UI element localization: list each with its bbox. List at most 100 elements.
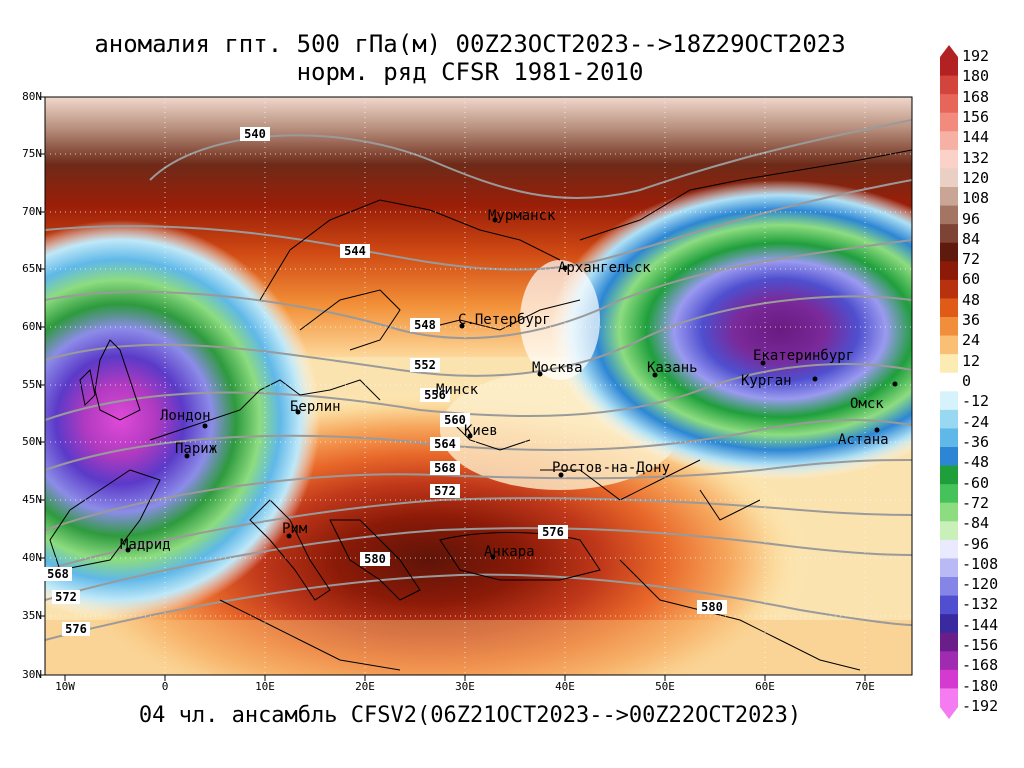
colorbar-tick-label: 12 xyxy=(962,351,981,370)
lon-label: 20E xyxy=(355,680,375,693)
colorbar-swatch xyxy=(940,112,958,132)
contour-label: 568 xyxy=(44,567,72,581)
map-title-line2: норм. ряд CFSR 1981-2010 xyxy=(296,58,644,86)
lon-label: 10E xyxy=(255,680,275,693)
colorbar-tick-label: -84 xyxy=(962,514,990,533)
svg-text:548: 548 xyxy=(414,318,436,332)
contour-label: 556 xyxy=(420,388,450,402)
colorbar-min-arrow xyxy=(940,707,958,719)
svg-text:580: 580 xyxy=(364,552,386,566)
contour-label: 580 xyxy=(697,600,727,614)
colorbar-tick-label: 192 xyxy=(962,47,990,65)
contour-label: 544 xyxy=(340,244,370,258)
lat-label: 30N xyxy=(22,668,42,681)
city-label: Париж xyxy=(175,441,218,457)
colorbar-swatch xyxy=(940,279,958,299)
contour-label: 576 xyxy=(62,622,90,636)
svg-text:540: 540 xyxy=(244,127,266,141)
colorbar-tick-label: 24 xyxy=(962,331,981,350)
city-label: Архангельск xyxy=(558,260,651,276)
svg-text:572: 572 xyxy=(55,590,77,604)
colorbar-tick-label: -12 xyxy=(962,392,990,411)
city-markers xyxy=(125,217,898,560)
lat-label: 60N xyxy=(22,320,42,333)
contour-label: 560 xyxy=(440,413,470,427)
colorbar-swatch xyxy=(940,614,958,634)
colorbar-tick-label: -156 xyxy=(962,636,999,655)
colorbar-tick-label: -120 xyxy=(962,575,999,594)
colorbar-swatch xyxy=(940,688,958,708)
contour-label: 572 xyxy=(52,590,80,604)
colorbar-tick-label: -168 xyxy=(962,656,999,675)
city-label: Берлин xyxy=(290,399,341,415)
contour-label: 540 xyxy=(240,127,270,141)
contour-label: 548 xyxy=(410,318,440,332)
colorbar-tick-label: 96 xyxy=(962,209,981,228)
city-label: С.Петербург xyxy=(458,312,551,328)
colorbar-swatch xyxy=(940,94,958,114)
lat-label: 75N xyxy=(22,147,42,160)
contour-label: 572 xyxy=(430,484,460,498)
colorbar-swatch xyxy=(940,242,958,262)
colorbar-tick-label: 156 xyxy=(962,107,990,126)
colorbar-swatch xyxy=(940,558,958,578)
colorbar-swatch xyxy=(940,484,958,504)
svg-text:568: 568 xyxy=(47,567,69,581)
city-label: Анкара xyxy=(484,544,535,560)
contour-label: 576 xyxy=(538,525,568,539)
colorbar-swatch xyxy=(940,205,958,225)
svg-text:568: 568 xyxy=(434,461,456,475)
colorbar-swatch xyxy=(940,317,958,337)
colorbar-swatch xyxy=(940,354,958,374)
colorbar-tick-label: 0 xyxy=(962,372,972,390)
svg-text:556: 556 xyxy=(424,388,446,402)
city-label: Екатеринбург xyxy=(753,348,854,364)
city-label: Мурманск xyxy=(488,208,556,224)
colorbar-swatch xyxy=(940,224,958,244)
colorbar-tick-label: 48 xyxy=(962,290,981,309)
svg-text:560: 560 xyxy=(444,413,466,427)
colorbar-tick-label: -48 xyxy=(962,453,990,472)
contour-label: 568 xyxy=(430,461,460,475)
svg-text:576: 576 xyxy=(65,622,87,636)
colorbar-tick-label: -72 xyxy=(962,493,990,512)
lat-label: 45N xyxy=(22,493,42,506)
city-label: Омск xyxy=(850,396,884,412)
colorbar-swatch xyxy=(940,149,958,169)
colorbar-swatch xyxy=(940,521,958,541)
city-label: Лондон xyxy=(160,408,211,424)
lat-label: 50N xyxy=(22,435,42,448)
city-label: Казань xyxy=(647,360,698,376)
map-title-line1: аномалия гпт. 500 гПа(м) 00Z23OCT2023-->… xyxy=(94,30,846,58)
svg-text:544: 544 xyxy=(344,244,366,258)
lat-label: 55N xyxy=(22,378,42,391)
city-label: Мадрид xyxy=(120,537,171,553)
colorbar-tick-label: 36 xyxy=(962,311,981,330)
contour-label: 580 xyxy=(360,552,390,566)
colorbar-tick-label: -60 xyxy=(962,473,990,492)
colorbar-swatch xyxy=(940,75,958,95)
colorbar-tick-label: 108 xyxy=(962,189,990,208)
colorbar-tick-label: -132 xyxy=(962,595,999,614)
lon-label: 70E xyxy=(855,680,875,693)
colorbar-tick-label: 180 xyxy=(962,67,990,86)
contour-label: 564 xyxy=(430,437,460,451)
colorbar-tick-label: -108 xyxy=(962,554,999,573)
colorbar-swatch xyxy=(940,298,958,318)
colorbar-tick-label: -96 xyxy=(962,534,990,553)
city-label: Москва xyxy=(532,360,583,376)
colorbar-swatch xyxy=(940,187,958,207)
colorbar-swatch xyxy=(940,131,958,151)
contour-label: 552 xyxy=(410,358,440,372)
city-label: Курган xyxy=(741,373,792,389)
colorbar-swatch xyxy=(940,465,958,485)
lat-label: 65N xyxy=(22,262,42,275)
colorbar-swatch xyxy=(940,372,958,392)
city-label: Ростов-на-Дону xyxy=(552,460,670,476)
colorbar-tick-label: -180 xyxy=(962,676,999,695)
colorbar-swatch xyxy=(940,168,958,188)
colorbar-swatch xyxy=(940,539,958,559)
city-label: Киев xyxy=(464,423,498,439)
colorbar-tick-label: 72 xyxy=(962,250,981,269)
